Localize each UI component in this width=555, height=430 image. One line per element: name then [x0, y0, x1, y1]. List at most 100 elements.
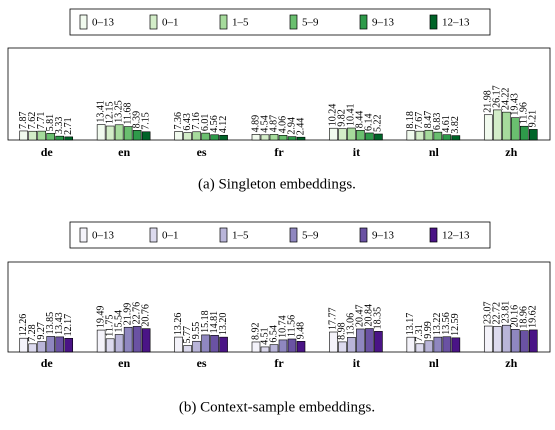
- value-label: 4.12: [218, 116, 229, 134]
- bar: [105, 125, 115, 141]
- bar: [210, 134, 219, 141]
- bar: [501, 324, 511, 353]
- value-label: 6.01: [200, 114, 211, 132]
- bar: [64, 338, 74, 353]
- x-tick-label: it: [353, 145, 360, 159]
- value-label: 21.98: [483, 90, 494, 113]
- value-label: 21.99: [122, 303, 133, 326]
- value-label: 6.54: [268, 325, 279, 343]
- x-tick-label: fr: [274, 356, 284, 370]
- bar: [19, 130, 29, 141]
- legend-swatch: [219, 227, 228, 243]
- bar: [219, 336, 228, 353]
- bar: [132, 326, 142, 353]
- caption: (a) Singleton embeddings.: [198, 176, 356, 192]
- value-label: 4.06: [277, 116, 288, 134]
- bar: [424, 340, 434, 353]
- value-label: 4.61: [441, 115, 452, 133]
- bar: [174, 131, 183, 141]
- bar: [365, 328, 374, 353]
- value-label: 2.94: [286, 117, 297, 135]
- bar: [251, 341, 261, 353]
- value-label: 7.16: [191, 112, 202, 130]
- value-label: 23.07: [483, 302, 494, 325]
- value-label: 20.76: [140, 304, 151, 327]
- value-label: 4.54: [259, 115, 270, 133]
- value-label: 7.71: [36, 112, 47, 130]
- legend-label: 1–5: [232, 17, 249, 29]
- legend-swatch: [429, 227, 438, 243]
- value-label: 11.75: [104, 315, 115, 337]
- value-label: 13.56: [441, 312, 452, 335]
- bar: [329, 331, 338, 353]
- legend-label: 0–13: [92, 17, 115, 29]
- bar: [141, 131, 151, 141]
- bar: [415, 130, 425, 141]
- value-label: 24.22: [501, 88, 512, 111]
- value-label: 23.81: [501, 301, 512, 324]
- value-label: 4.56: [209, 115, 220, 133]
- bar: [19, 337, 29, 353]
- value-label: 5.81: [45, 114, 56, 132]
- x-tick-label: de: [41, 145, 54, 159]
- value-label: 20.16: [510, 305, 521, 328]
- bar: [528, 129, 538, 141]
- legend-swatch: [219, 14, 228, 30]
- value-label: 20.84: [364, 304, 375, 327]
- value-label: 7.31: [414, 324, 425, 342]
- value-label: 3.33: [54, 117, 65, 135]
- bar: [510, 117, 520, 141]
- value-label: 13.17: [405, 313, 416, 336]
- bar: [28, 130, 38, 141]
- value-label: 12.15: [104, 102, 115, 124]
- legend-label: 9–13: [372, 230, 395, 242]
- bar: [260, 346, 270, 353]
- bar: [492, 109, 502, 141]
- value-label: 11.56: [286, 315, 297, 337]
- bar: [356, 328, 365, 353]
- caption: (b) Context-sample embeddings.: [179, 399, 375, 415]
- bar: [114, 124, 124, 141]
- value-label: 9.99: [423, 321, 434, 339]
- bar: [406, 130, 416, 141]
- bar: [105, 338, 115, 353]
- bar: [356, 129, 365, 141]
- value-label: 26.17: [492, 85, 503, 108]
- bar: [192, 131, 201, 141]
- bar: [37, 341, 47, 353]
- bar: [374, 133, 383, 141]
- bar: [141, 328, 151, 353]
- value-label: 22.72: [492, 302, 503, 325]
- x-tick-label: fr: [274, 145, 284, 159]
- legend-label: 0–1: [162, 230, 179, 242]
- legend-label: 5–9: [302, 230, 319, 242]
- x-tick-label: nl: [429, 356, 440, 370]
- value-label: 11.96: [519, 102, 530, 124]
- bar: [510, 329, 520, 353]
- bar: [123, 326, 133, 353]
- bar: [483, 114, 493, 141]
- bar: [28, 343, 38, 353]
- value-label: 10.24: [328, 104, 339, 127]
- value-label: 6.83: [432, 113, 443, 131]
- value-label: 8.39: [131, 111, 142, 129]
- bar: [192, 340, 201, 353]
- bar: [296, 136, 306, 141]
- bar: [64, 136, 74, 141]
- value-label: 11.68: [122, 102, 133, 124]
- legend-label: 1–5: [232, 230, 249, 242]
- bar: [46, 133, 56, 141]
- value-label: 14.81: [209, 311, 220, 334]
- bar: [37, 130, 47, 141]
- bar: [442, 134, 452, 141]
- legend-label: 9–13: [372, 17, 395, 29]
- bar: [46, 336, 56, 353]
- bar: [174, 336, 183, 353]
- legend-label: 12–13: [442, 230, 470, 242]
- bar: [201, 132, 210, 141]
- value-label: 18.96: [519, 306, 530, 329]
- value-label: 13.41: [95, 100, 106, 123]
- bar: [287, 136, 297, 141]
- bar: [519, 125, 529, 141]
- bar: [442, 336, 452, 353]
